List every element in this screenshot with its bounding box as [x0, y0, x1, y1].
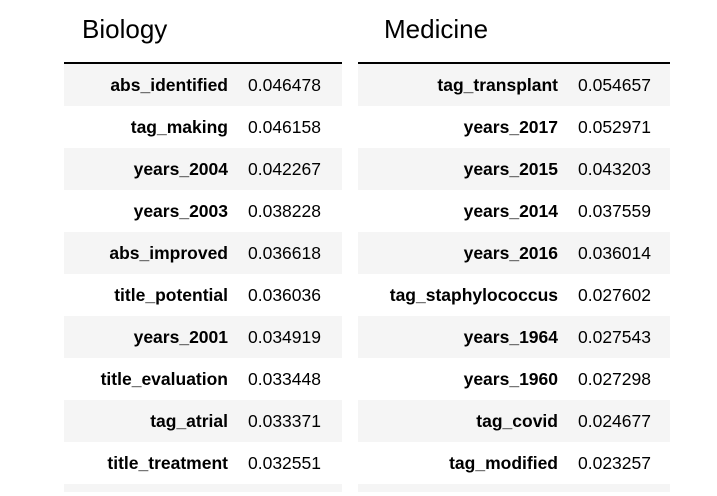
feature-name: tag_staphylococcus	[389, 284, 558, 305]
table-row: tag_making 0.046158	[64, 106, 342, 148]
feature-name: years_1964	[463, 326, 558, 347]
feature-value: 0.054657	[578, 74, 651, 95]
table-row-cutoff	[64, 484, 342, 492]
feature-name: title_treatment	[107, 452, 228, 473]
table-row: abs_improved 0.036618	[64, 232, 342, 274]
feature-value: 0.038228	[248, 200, 321, 221]
feature-name: title_evaluation	[100, 368, 228, 389]
feature-value: 0.023257	[578, 452, 651, 473]
biology-title: Biology	[82, 14, 168, 44]
feature-name: abs_improved	[109, 242, 228, 263]
table-row: years_2016 0.036014	[358, 232, 670, 274]
feature-value: 0.024677	[578, 410, 651, 431]
table-row: years_2003 0.038228	[64, 190, 342, 232]
feature-value: 0.036618	[248, 242, 321, 263]
table-row: years_2001 0.034919	[64, 316, 342, 358]
table-row: tag_staphylococcus 0.027602	[358, 274, 670, 316]
feature-name: tag_making	[130, 116, 228, 137]
feature-name: title_potential	[114, 284, 228, 305]
feature-name: years_1960	[463, 368, 558, 389]
table-row: abs_identified 0.046478	[64, 64, 342, 106]
table-row: years_1964 0.027543	[358, 316, 670, 358]
table-row: years_2004 0.042267	[64, 148, 342, 190]
feature-name: tag_transplant	[437, 74, 558, 95]
feature-value: 0.033371	[248, 410, 321, 431]
feature-name: tag_covid	[476, 410, 558, 431]
feature-name: abs_identified	[110, 74, 228, 95]
feature-name: years_2016	[463, 242, 558, 263]
biology-table: abs_identified 0.046478 tag_making 0.046…	[64, 62, 342, 492]
feature-value: 0.027543	[578, 326, 651, 347]
medicine-table: tag_transplant 0.054657 years_2017 0.052…	[358, 62, 670, 492]
feature-name: tag_atrial	[150, 410, 228, 431]
feature-name: years_2003	[133, 200, 228, 221]
table-row-cutoff	[358, 484, 670, 492]
feature-value: 0.036014	[578, 242, 651, 263]
table-row: tag_atrial 0.033371	[64, 400, 342, 442]
feature-name: tag_modified	[449, 452, 558, 473]
table-row: years_2017 0.052971	[358, 106, 670, 148]
feature-name: years_2001	[133, 326, 228, 347]
table-top-rule	[358, 62, 670, 64]
feature-value: 0.034919	[248, 326, 321, 347]
feature-value: 0.036036	[248, 284, 321, 305]
feature-value: 0.043203	[578, 158, 651, 179]
feature-name: years_2014	[463, 200, 558, 221]
feature-name: years_2017	[463, 116, 558, 137]
feature-name: years_2004	[133, 158, 228, 179]
table-row: title_evaluation 0.033448	[64, 358, 342, 400]
feature-value: 0.042267	[248, 158, 321, 179]
table-row: years_2015 0.043203	[358, 148, 670, 190]
table-row: years_2014 0.037559	[358, 190, 670, 232]
feature-value: 0.027602	[578, 284, 651, 305]
feature-value: 0.046158	[248, 116, 321, 137]
table-top-rule	[64, 62, 342, 64]
medicine-title: Medicine	[384, 14, 489, 44]
feature-name: years_2015	[463, 158, 558, 179]
table-row: years_1960 0.027298	[358, 358, 670, 400]
feature-value: 0.052971	[578, 116, 651, 137]
table-row: title_treatment 0.032551	[64, 442, 342, 484]
feature-value: 0.032551	[248, 452, 321, 473]
table-row: title_potential 0.036036	[64, 274, 342, 316]
table-row: tag_covid 0.024677	[358, 400, 670, 442]
table-row: tag_modified 0.023257	[358, 442, 670, 484]
feature-value: 0.027298	[578, 368, 651, 389]
feature-value: 0.037559	[578, 200, 651, 221]
table-row: tag_transplant 0.054657	[358, 64, 670, 106]
feature-value: 0.033448	[248, 368, 321, 389]
feature-value: 0.046478	[248, 74, 321, 95]
